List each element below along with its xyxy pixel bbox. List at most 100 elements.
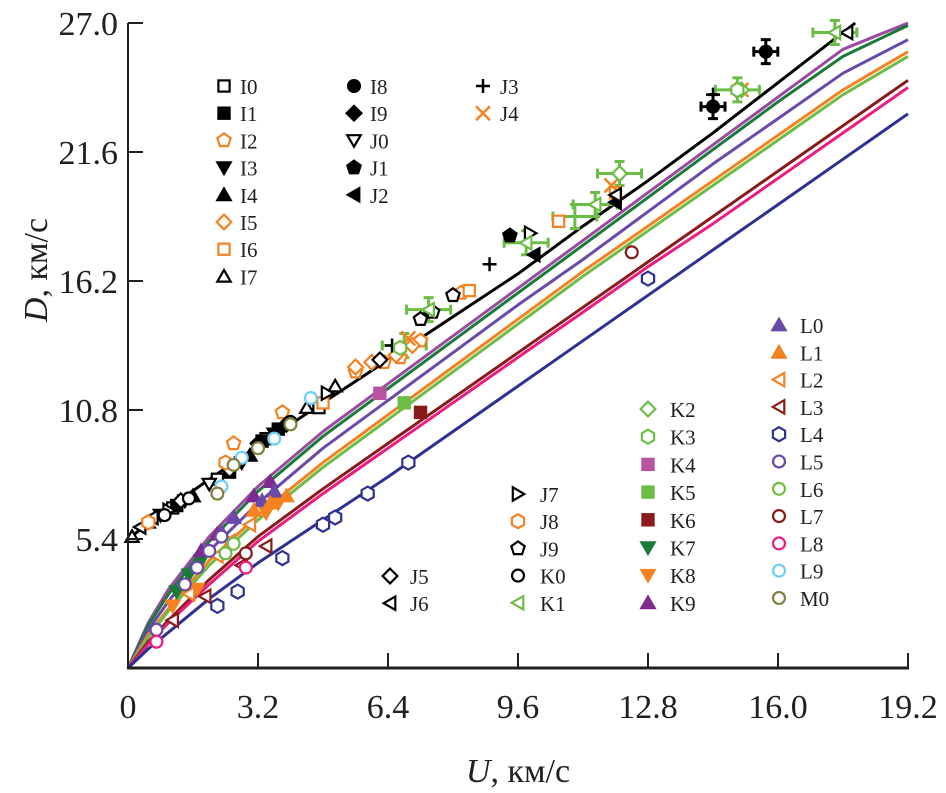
legend-label: L2 bbox=[800, 369, 823, 393]
data-point bbox=[180, 585, 196, 603]
legend-marker bbox=[345, 134, 363, 149]
legend-marker bbox=[381, 594, 397, 612]
data-point bbox=[320, 384, 336, 402]
legend-marker bbox=[510, 512, 526, 530]
legend-marker bbox=[771, 425, 787, 443]
legend-marker bbox=[509, 594, 525, 612]
legend-marker bbox=[215, 161, 233, 177]
legend-marker bbox=[770, 343, 788, 359]
data-point bbox=[190, 560, 205, 575]
x-tick-label: 12.8 bbox=[618, 689, 678, 726]
y-tick-label: 21.6 bbox=[59, 135, 119, 172]
legend-label: K4 bbox=[670, 453, 696, 477]
legend-label: L1 bbox=[800, 341, 823, 365]
legend-entry-K8: K8 bbox=[639, 564, 696, 588]
legend-marker bbox=[641, 485, 655, 499]
data-point bbox=[202, 543, 217, 558]
data-point bbox=[758, 44, 773, 59]
data-point bbox=[267, 431, 282, 446]
K9-fit-line bbox=[126, 21, 909, 669]
x-tick-label: 16.0 bbox=[748, 689, 808, 726]
legend-label: J6 bbox=[410, 592, 429, 616]
data-point bbox=[397, 396, 411, 410]
x-tick-label: 0 bbox=[120, 689, 137, 726]
data-point bbox=[238, 546, 253, 561]
data-point bbox=[200, 477, 218, 493]
data-point bbox=[640, 270, 656, 287]
legend-marker bbox=[345, 104, 363, 123]
legend-entry-L8: L8 bbox=[771, 532, 823, 556]
data-point bbox=[277, 487, 296, 503]
legend-entry-J8: J8 bbox=[510, 510, 559, 534]
legend-marker bbox=[346, 78, 362, 94]
legend-entry-L9: L9 bbox=[771, 560, 823, 584]
data-point bbox=[238, 560, 253, 575]
data-point bbox=[624, 245, 639, 260]
legend-entry-K3: K3 bbox=[640, 426, 696, 450]
legend-label: K0 bbox=[540, 565, 566, 589]
x-tick-label: 6.4 bbox=[367, 689, 410, 726]
series-M0 bbox=[210, 417, 298, 501]
legend-entry-J7: J7 bbox=[511, 483, 559, 507]
legend-entry-K4: K4 bbox=[641, 453, 696, 477]
data-point bbox=[517, 234, 533, 252]
data-point bbox=[250, 441, 266, 456]
series-L5 bbox=[149, 529, 229, 637]
data-point bbox=[265, 482, 283, 498]
legend-entry-J3: J3 bbox=[476, 75, 519, 99]
legend-entry-I3: I3 bbox=[215, 157, 258, 181]
data-point bbox=[157, 508, 172, 523]
legend-marker bbox=[641, 457, 655, 472]
legend-marker bbox=[475, 105, 491, 122]
data-points bbox=[123, 23, 854, 649]
data-point bbox=[141, 514, 156, 531]
series-K6 bbox=[413, 405, 428, 420]
data-point bbox=[838, 23, 854, 42]
legend-marker bbox=[511, 485, 527, 503]
legend-label: K5 bbox=[670, 481, 696, 505]
legend-entry-J5: J5 bbox=[381, 565, 429, 589]
series-J6 bbox=[131, 23, 854, 536]
x-tick-label: 9.6 bbox=[497, 689, 540, 726]
data-point bbox=[245, 501, 263, 517]
legend-entry-I4: I4 bbox=[215, 184, 258, 208]
legend-label: J4 bbox=[500, 102, 519, 126]
legend-entry-I1: I1 bbox=[217, 102, 258, 126]
legend-label: K2 bbox=[670, 398, 696, 422]
legend-entry-L1: L1 bbox=[770, 341, 823, 365]
data-point bbox=[420, 301, 435, 319]
x-tick-label: 3.2 bbox=[237, 689, 280, 726]
x-axis-ticks: 0 3.2 6.4 9.6 12.8 16.0 19.2 bbox=[120, 653, 938, 726]
legend-label: I1 bbox=[240, 102, 258, 126]
y-axis-var: D bbox=[18, 297, 55, 323]
legend-label: K8 bbox=[670, 564, 696, 588]
legend-marker bbox=[771, 509, 787, 524]
data-point bbox=[412, 310, 429, 326]
legend-entry-L4: L4 bbox=[771, 423, 824, 447]
legend-label: I4 bbox=[240, 184, 258, 208]
legend-entry-J2: J2 bbox=[345, 184, 389, 208]
legend-entry-K5: K5 bbox=[641, 481, 696, 505]
legend-label: J8 bbox=[540, 510, 559, 534]
legend-group: J7 J8 J9 K0 K1 bbox=[509, 483, 566, 616]
legend-marker bbox=[639, 541, 657, 556]
L8-fit-line bbox=[126, 86, 909, 669]
legend-label: I9 bbox=[370, 102, 388, 126]
legend-marker bbox=[770, 316, 788, 332]
legend-entry-M0: M0 bbox=[771, 587, 829, 611]
legend-marker bbox=[346, 159, 362, 175]
data-point bbox=[326, 377, 344, 393]
data-point bbox=[610, 164, 629, 183]
x-axis-title: U, км/с bbox=[466, 753, 570, 790]
data-point bbox=[346, 358, 365, 376]
y-axis-ticks: 5.4 10.8 16.2 21.6 27.0 bbox=[59, 6, 143, 559]
data-point bbox=[298, 399, 316, 414]
legend-entry-K1: K1 bbox=[509, 592, 566, 616]
legend-entry-L5: L5 bbox=[771, 451, 823, 475]
legend-marker bbox=[640, 428, 656, 445]
x-axis-var: U bbox=[466, 753, 493, 790]
legend-label: I8 bbox=[370, 75, 388, 99]
legend-entry-J4: J4 bbox=[475, 102, 519, 126]
x-axis-unit: , км/с bbox=[490, 753, 570, 790]
